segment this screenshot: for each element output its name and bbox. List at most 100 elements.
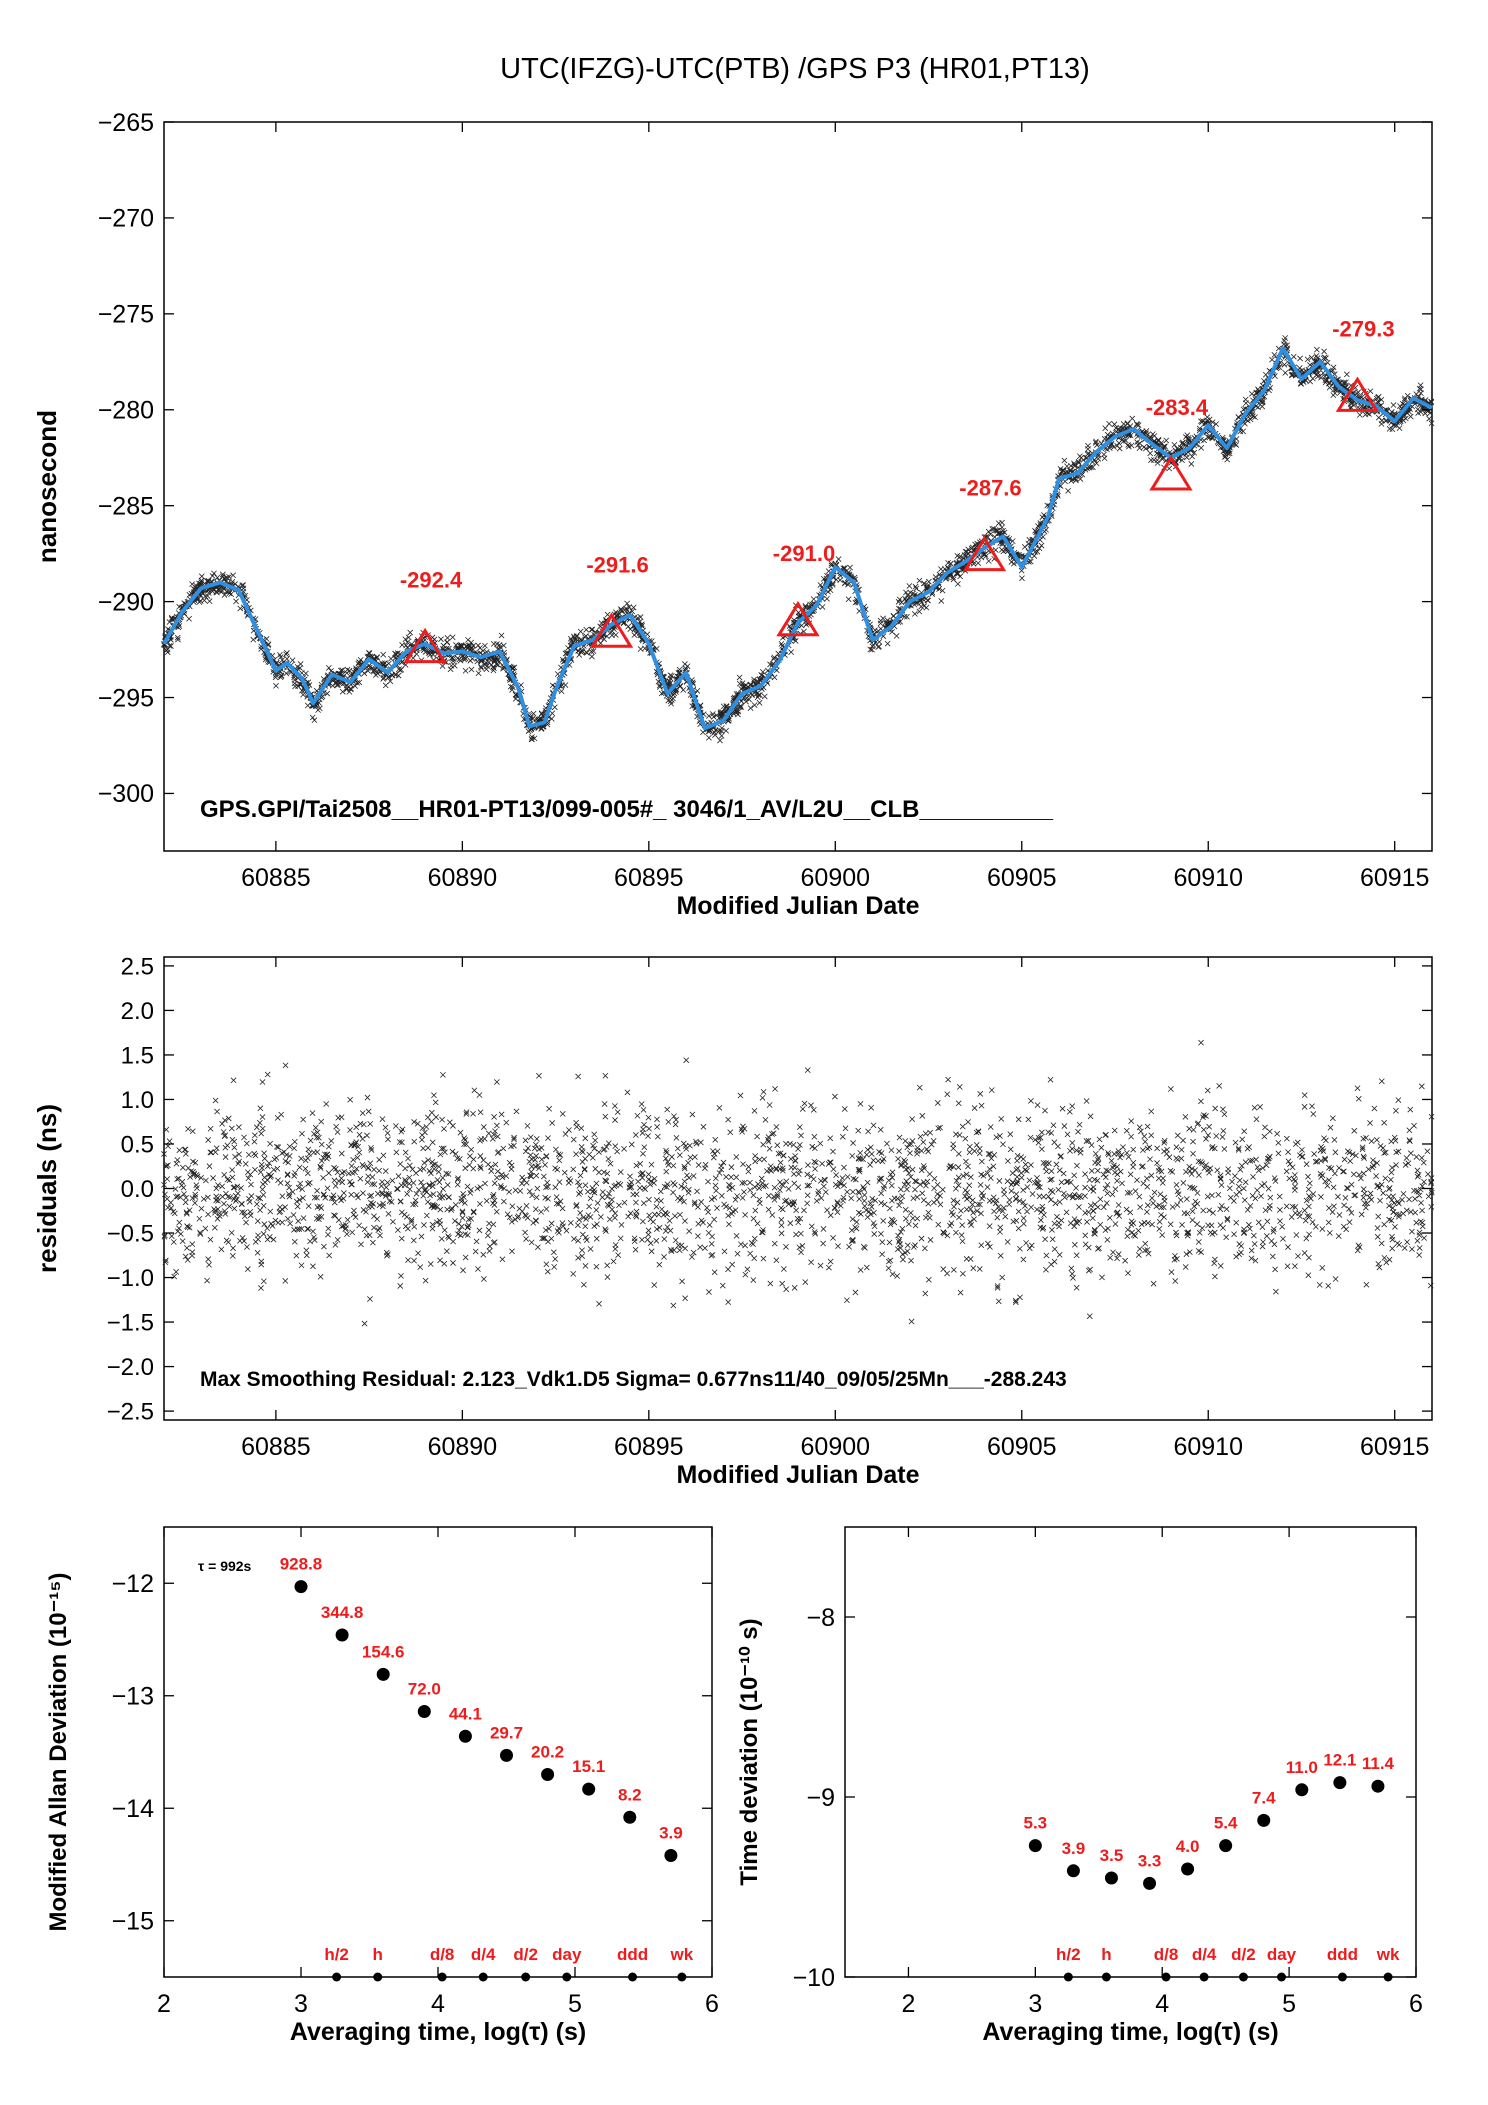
data-point: [443, 1248, 450, 1255]
data-point: [916, 608, 923, 615]
data-point: [584, 1188, 591, 1195]
data-point: [706, 1222, 713, 1228]
data-point: [1136, 1124, 1143, 1131]
data-point: [801, 1207, 807, 1214]
data-point: [1212, 1273, 1218, 1280]
data-point: [767, 1280, 774, 1287]
data-point: [857, 1267, 864, 1273]
data-point: [523, 1203, 530, 1209]
data-point: [397, 1283, 404, 1289]
data-point: [503, 1119, 510, 1126]
data-point: [1284, 1263, 1291, 1270]
data-point: [1401, 397, 1408, 403]
data-point: [496, 658, 503, 665]
data-point: [586, 1203, 593, 1210]
data-point: [844, 1189, 851, 1195]
data-point: [702, 1245, 708, 1252]
data-point: [811, 1145, 818, 1152]
data-point: [1355, 1242, 1362, 1249]
data-point: [1072, 477, 1079, 484]
data-point: [916, 577, 923, 584]
data-point: [978, 1102, 985, 1109]
data-point: [1293, 1232, 1300, 1238]
data-point: [361, 670, 368, 677]
data-point: [267, 1140, 273, 1147]
data-point: [592, 1165, 599, 1172]
data-point: [475, 642, 481, 649]
data-point: [771, 674, 778, 681]
data-point: [657, 1188, 664, 1195]
data-point: [878, 1190, 885, 1197]
data-point: [888, 1147, 895, 1154]
data-point: [258, 1285, 264, 1291]
data-point: [1124, 1233, 1131, 1240]
data-point: [575, 1073, 582, 1080]
data-point: [1291, 1187, 1298, 1194]
data-point: [1144, 1209, 1150, 1215]
data-point: [852, 1224, 858, 1231]
data-point: [778, 1222, 785, 1229]
data-point: [1374, 1233, 1381, 1240]
data-point: [1286, 1175, 1293, 1182]
data-point: [1143, 445, 1149, 452]
data-point: [496, 642, 503, 648]
data-point: [706, 1289, 712, 1295]
data-point: [1111, 421, 1118, 428]
data-point: [923, 1146, 930, 1153]
data-point: [1340, 1168, 1346, 1175]
data-point: [1368, 1138, 1375, 1145]
data-point: [462, 667, 469, 674]
data-point: [1285, 1149, 1291, 1155]
data-point: [1000, 1141, 1006, 1148]
data-point: [677, 1211, 683, 1218]
data-point: [480, 1276, 487, 1282]
data-point: [475, 670, 482, 677]
data-point: [711, 1216, 718, 1223]
data-point: [777, 1187, 783, 1193]
data-point: [1038, 542, 1045, 549]
data-point: [1086, 1313, 1093, 1320]
data-point: [409, 1166, 416, 1173]
data-point: [674, 1145, 681, 1152]
data-point: [348, 1163, 355, 1169]
data-point: [759, 668, 766, 675]
data-point: [1390, 402, 1397, 408]
data-point: [589, 653, 595, 660]
data-point: [347, 1096, 354, 1103]
data-point: [901, 1157, 907, 1163]
data-point: [1413, 1188, 1420, 1194]
data-point: [733, 1232, 740, 1239]
data-point: [758, 1175, 765, 1182]
data-point: [924, 1178, 931, 1185]
data-point: [646, 1125, 652, 1132]
data-point: [176, 1219, 183, 1226]
data-point: [1060, 1170, 1067, 1177]
data-point: [1231, 1231, 1237, 1238]
data-point: [205, 1211, 211, 1218]
data-point: [219, 1183, 226, 1190]
data-point: [1250, 1232, 1257, 1239]
data-point: [771, 1184, 778, 1191]
data-point: [1077, 453, 1083, 460]
plot-frame: [163, 121, 1433, 852]
data-point: [1087, 1202, 1094, 1209]
data-point: [701, 1165, 708, 1172]
data-point: [325, 1143, 332, 1150]
data-point: [214, 574, 221, 581]
data-point: [918, 603, 925, 610]
data-point: [756, 699, 763, 706]
data-point: [297, 1180, 304, 1187]
data-point: [944, 1091, 951, 1098]
data-point: [234, 1190, 241, 1197]
data-point: [540, 1173, 547, 1180]
data-point: [1155, 1175, 1162, 1182]
data-point: [444, 635, 451, 641]
data-point: [1290, 353, 1297, 360]
data-point: [1189, 1208, 1196, 1215]
data-point: [754, 1220, 761, 1227]
data-point: [166, 642, 173, 649]
data-point: [551, 1263, 558, 1270]
data-point: [404, 1191, 411, 1197]
data-point: [378, 1183, 385, 1189]
data-point: [658, 1198, 664, 1204]
